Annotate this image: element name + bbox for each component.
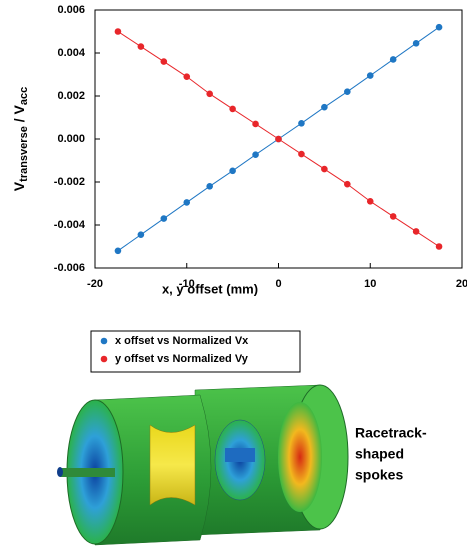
data-point — [183, 199, 190, 206]
data-point — [436, 24, 443, 31]
data-point — [390, 56, 397, 63]
data-point — [321, 104, 328, 111]
data-point — [275, 136, 282, 143]
y-tick-label: -0.004 — [54, 219, 86, 231]
data-point — [183, 73, 190, 80]
legend-label: x offset vs Normalized Vx — [115, 335, 249, 347]
legend-marker — [101, 356, 108, 363]
annotation: shaped — [355, 446, 404, 462]
data-point — [413, 228, 420, 235]
y-tick-label: -0.006 — [54, 262, 85, 274]
annotation: spokes — [355, 467, 403, 483]
data-point — [229, 106, 236, 113]
y-tick-label: 0.006 — [57, 4, 85, 16]
data-point — [367, 72, 374, 79]
y-tick-label: 0.004 — [57, 47, 85, 59]
data-point — [298, 120, 305, 127]
data-point — [321, 166, 328, 173]
y-label-part: / V — [11, 105, 27, 127]
data-point — [206, 91, 213, 98]
y-axis-label: Vtransverse / Vacc — [11, 87, 30, 191]
x-axis-label: x, y offset (mm) — [162, 281, 258, 296]
data-point — [344, 88, 351, 95]
y-tick-label: -0.002 — [54, 176, 85, 188]
data-point — [252, 121, 259, 128]
data-point — [161, 215, 168, 222]
chart: x, y offset (mm) Vtransverse / Vacc Race… — [0, 0, 467, 547]
y-label-sub: transverse — [18, 126, 30, 182]
y-label-sub: acc — [18, 87, 30, 105]
x-tick-label: 20 — [456, 278, 467, 290]
data-point — [229, 168, 236, 175]
x-tick-label: -20 — [87, 278, 103, 290]
x-tick-label: 10 — [364, 278, 376, 290]
data-point — [138, 43, 145, 50]
data-point — [252, 151, 259, 158]
data-point — [436, 243, 443, 250]
data-point — [298, 151, 305, 158]
legend-label: y offset vs Normalized Vy — [115, 353, 249, 365]
data-point — [161, 58, 168, 65]
data-point — [115, 28, 122, 35]
y-tick-label: 0.000 — [57, 133, 85, 145]
data-point — [390, 213, 397, 220]
annotation: Racetrack- — [355, 425, 427, 441]
x-tick-label: 0 — [275, 278, 281, 290]
data-point — [344, 181, 351, 188]
legend-marker — [101, 338, 108, 345]
y-tick-label: 0.002 — [57, 90, 85, 102]
data-point — [413, 40, 420, 47]
data-point — [206, 183, 213, 190]
data-point — [367, 198, 374, 205]
cavity-illustration — [57, 385, 348, 545]
data-point — [115, 248, 122, 255]
data-point — [138, 231, 145, 238]
x-tick-label: -10 — [179, 278, 195, 290]
